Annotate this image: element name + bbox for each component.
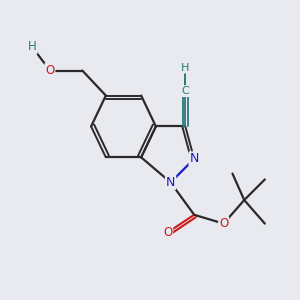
Text: C: C	[182, 86, 189, 96]
Text: H: H	[181, 63, 190, 73]
Text: O: O	[163, 226, 172, 239]
Text: H: H	[28, 40, 37, 53]
Text: N: N	[166, 176, 175, 189]
Text: O: O	[45, 64, 55, 77]
Text: O: O	[219, 217, 228, 230]
Text: N: N	[190, 152, 199, 165]
